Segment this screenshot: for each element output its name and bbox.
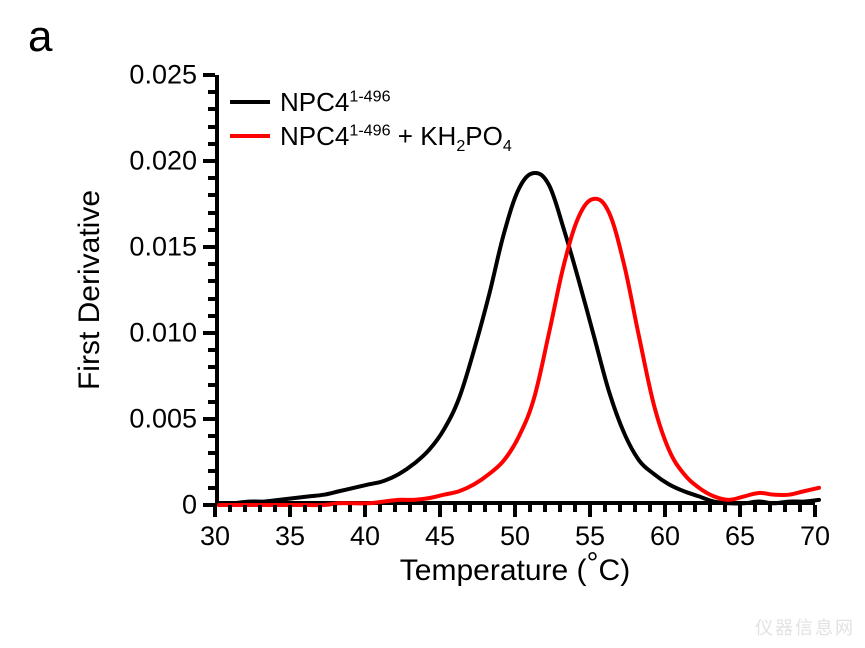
- x-minor-tick: [468, 505, 472, 512]
- y-tick: [203, 417, 215, 421]
- legend: NPC41-496NPC41-496 + KH2PO4: [230, 85, 512, 153]
- y-tick-label: 0.025: [129, 60, 197, 91]
- y-tick: [203, 503, 215, 507]
- y-minor-tick: [208, 107, 215, 111]
- y-minor-tick: [208, 125, 215, 129]
- y-tick-label: 0.020: [129, 146, 197, 177]
- y-minor-tick: [208, 348, 215, 352]
- y-minor-tick: [208, 451, 215, 455]
- x-minor-tick: [693, 505, 697, 512]
- legend-item-NPC4-1-496: NPC41-496: [230, 85, 512, 119]
- x-tick: [513, 505, 517, 517]
- x-minor-tick: [633, 505, 637, 512]
- x-minor-tick: [333, 505, 337, 512]
- x-minor-tick: [573, 505, 577, 512]
- x-minor-tick: [348, 505, 352, 512]
- y-tick: [203, 159, 215, 163]
- series-NPC4-1-496: [219, 173, 819, 505]
- x-tick-label: 35: [275, 521, 305, 552]
- x-minor-tick: [723, 505, 727, 512]
- x-tick: [588, 505, 592, 517]
- y-minor-tick: [208, 434, 215, 438]
- x-tick: [813, 505, 817, 517]
- y-minor-tick: [208, 314, 215, 318]
- y-minor-tick: [208, 211, 215, 215]
- legend-label: NPC41-496 + KH2PO4: [280, 121, 512, 152]
- y-minor-tick: [208, 297, 215, 301]
- x-minor-tick: [423, 505, 427, 512]
- x-minor-tick: [603, 505, 607, 512]
- x-minor-tick: [228, 505, 232, 512]
- x-minor-tick: [618, 505, 622, 512]
- x-minor-tick: [378, 505, 382, 512]
- y-minor-tick: [208, 365, 215, 369]
- x-minor-tick: [258, 505, 262, 512]
- y-minor-tick: [208, 279, 215, 283]
- series-NPC4-1-496-KH2PO4: [219, 199, 819, 505]
- x-minor-tick: [483, 505, 487, 512]
- x-minor-tick: [243, 505, 247, 512]
- y-minor-tick: [208, 400, 215, 404]
- x-tick: [438, 505, 442, 517]
- x-minor-tick: [558, 505, 562, 512]
- y-minor-tick: [208, 383, 215, 387]
- x-tick-label: 50: [500, 521, 530, 552]
- x-minor-tick: [753, 505, 757, 512]
- x-tick-label: 70: [800, 521, 830, 552]
- y-axis-title: First Derivative: [73, 190, 107, 390]
- y-minor-tick: [208, 486, 215, 490]
- x-minor-tick: [393, 505, 397, 512]
- x-minor-tick: [498, 505, 502, 512]
- y-tick: [203, 331, 215, 335]
- x-minor-tick: [528, 505, 532, 512]
- y-minor-tick: [208, 142, 215, 146]
- x-tick: [288, 505, 292, 517]
- x-tick-label: 60: [650, 521, 680, 552]
- watermark: 仪器信息网: [755, 614, 855, 640]
- legend-label: NPC41-496: [280, 87, 391, 118]
- x-minor-tick: [318, 505, 322, 512]
- x-tick-label: 30: [200, 521, 230, 552]
- y-tick-label: 0.005: [129, 404, 197, 435]
- x-axis-title: Temperature (°C): [400, 554, 630, 588]
- y-minor-tick: [208, 228, 215, 232]
- x-minor-tick: [648, 505, 652, 512]
- x-minor-tick: [273, 505, 277, 512]
- x-tick: [663, 505, 667, 517]
- y-minor-tick: [208, 469, 215, 473]
- x-minor-tick: [678, 505, 682, 512]
- y-tick-label: 0.010: [129, 318, 197, 349]
- legend-swatch: [230, 100, 270, 104]
- y-tick-label: 0: [182, 490, 197, 521]
- legend-item-NPC4-1-496-KH2PO4: NPC41-496 + KH2PO4: [230, 119, 512, 153]
- x-minor-tick: [453, 505, 457, 512]
- x-minor-tick: [408, 505, 412, 512]
- figure-root: a 303540455055606570 00.0050.0100.0150.0…: [0, 0, 865, 648]
- x-minor-tick: [708, 505, 712, 512]
- x-tick-label: 65: [725, 521, 755, 552]
- x-tick: [738, 505, 742, 517]
- x-tick: [363, 505, 367, 517]
- x-minor-tick: [798, 505, 802, 512]
- legend-swatch: [230, 134, 270, 138]
- x-minor-tick: [303, 505, 307, 512]
- x-minor-tick: [543, 505, 547, 512]
- x-tick-label: 45: [425, 521, 455, 552]
- y-tick: [203, 73, 215, 77]
- y-minor-tick: [208, 262, 215, 266]
- y-tick-label: 0.015: [129, 232, 197, 263]
- y-minor-tick: [208, 193, 215, 197]
- x-tick-label: 40: [350, 521, 380, 552]
- y-tick: [203, 245, 215, 249]
- panel-label: a: [28, 12, 52, 62]
- x-minor-tick: [783, 505, 787, 512]
- y-minor-tick: [208, 90, 215, 94]
- y-minor-tick: [208, 176, 215, 180]
- x-minor-tick: [768, 505, 772, 512]
